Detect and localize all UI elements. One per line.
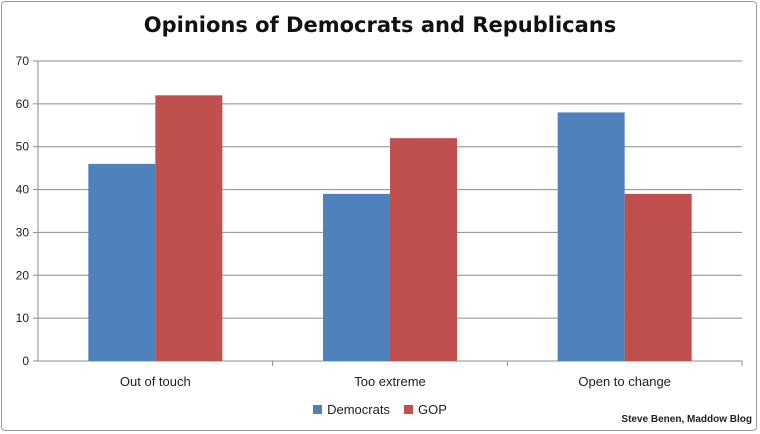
legend-item-gop: GOP — [403, 402, 447, 417]
y-tick-label-70: 70 — [16, 54, 30, 68]
y-tick-label-30: 30 — [16, 225, 30, 239]
legend-swatch-democrats — [313, 405, 323, 414]
bar-democrats-open-to-change — [557, 112, 625, 361]
y-tick-label-60: 60 — [16, 97, 30, 111]
chart-legend: Democrats GOP — [0, 402, 760, 417]
source-credit: Steve Benen, Maddow Blog — [621, 414, 752, 425]
x-tick-label-open-to-change: Open to change — [578, 374, 671, 389]
legend-label-gop: GOP — [417, 402, 447, 417]
bar-democrats-too-extreme — [323, 193, 390, 361]
legend-item-democrats: Democrats — [313, 402, 390, 417]
y-tick-label-50: 50 — [16, 140, 30, 154]
bar-democrats-out-of-touch — [88, 163, 156, 361]
y-tick-label-0: 0 — [22, 354, 29, 368]
bar-gop-open-to-change — [624, 193, 692, 361]
legend-label-democrats: Democrats — [327, 402, 390, 417]
bar-gop-out-of-touch — [155, 95, 223, 362]
chart-title: Opinions of Democrats and Republicans — [143, 13, 617, 37]
legend-swatch-gop — [403, 405, 413, 414]
y-tick-label-20: 20 — [16, 268, 30, 282]
bar-gop-too-extreme — [390, 138, 457, 361]
y-tick-label-10: 10 — [16, 311, 30, 325]
y-tick-label-40: 40 — [16, 183, 30, 197]
x-tick-label-too-extreme: Too extreme — [354, 374, 426, 389]
x-tick-label-out-of-touch: Out of touch — [120, 374, 191, 389]
